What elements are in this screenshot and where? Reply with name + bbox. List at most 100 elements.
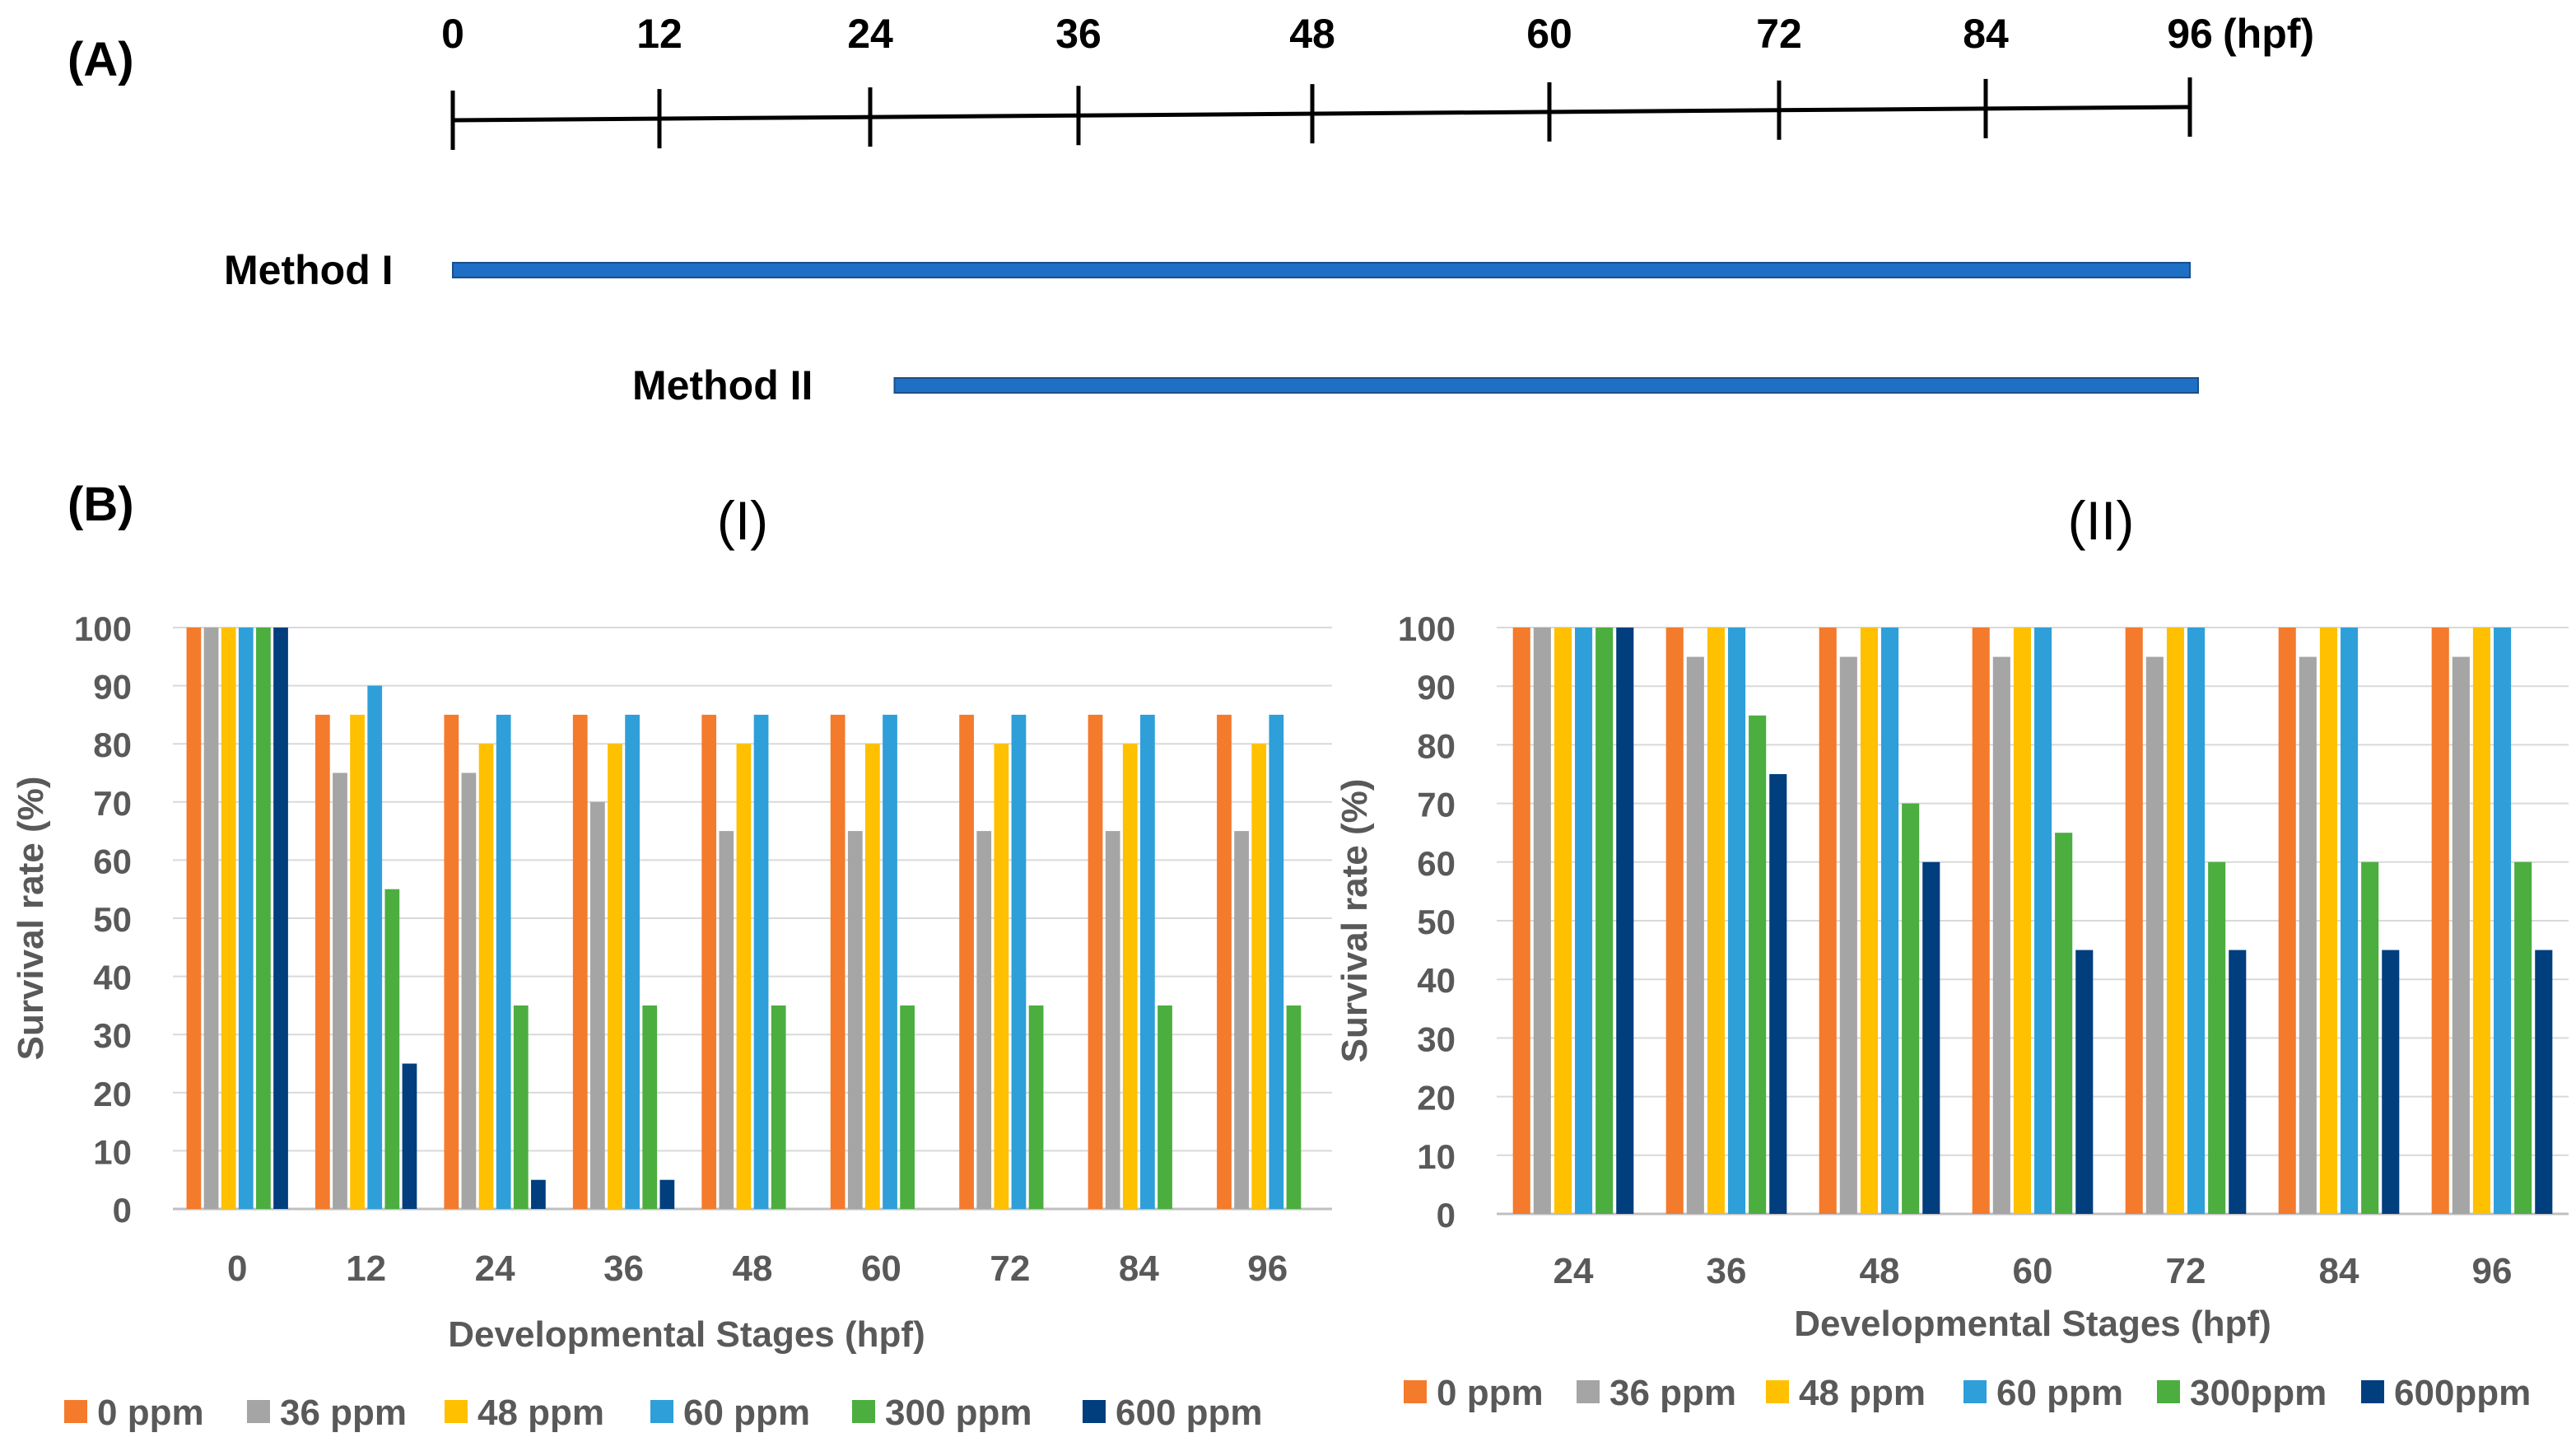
bar-0ppm: [1217, 714, 1232, 1209]
timeline-unit-label: (hpf): [2223, 11, 2314, 57]
bar-60ppm: [753, 714, 769, 1209]
bar-36ppm: [847, 831, 863, 1209]
bar-0ppm: [1972, 628, 1990, 1214]
y-tick-label: 90: [1417, 668, 1456, 707]
bar-48ppm: [350, 714, 365, 1209]
bar-36ppm: [2452, 656, 2470, 1214]
legend-swatch: [1963, 1380, 1987, 1403]
bar-48ppm: [478, 744, 494, 1209]
x-tick-label: 96: [2472, 1251, 2513, 1291]
x-axis-title: Developmental Stages (hpf): [448, 1314, 925, 1355]
chart-method-i: (I) 0 10 20 30 40 50 60 70 80 90 100 Survival rate (…: [11, 490, 1332, 1433]
bar-60ppm: [1011, 714, 1027, 1209]
y-tick-label: 50: [1417, 903, 1456, 941]
legend-label: 0 ppm: [1437, 1373, 1544, 1413]
bar-48ppm: [994, 744, 1009, 1209]
bar-60ppm: [1269, 714, 1284, 1209]
bar-300ppm: [1286, 1005, 1302, 1209]
bar-600ppm: [1616, 628, 1634, 1214]
bar-0ppm: [1819, 628, 1837, 1214]
bar-300ppm: [771, 1005, 786, 1209]
legend-swatch: [1404, 1380, 1427, 1403]
timeline-tick-label: 36: [1055, 11, 1102, 57]
bar-0ppm: [701, 714, 717, 1209]
bar-48ppm: [1707, 628, 1725, 1214]
x-axis-title: Developmental Stages (hpf): [1794, 1304, 2271, 1344]
bar-600ppm: [1769, 774, 1787, 1214]
x-tick-label: 48: [733, 1248, 773, 1289]
bar-48ppm: [221, 628, 236, 1209]
x-tick-label: 48: [1860, 1251, 1900, 1291]
x-tick-label: 60: [2013, 1251, 2053, 1291]
bar-36ppm: [1992, 656, 2010, 1214]
y-tick-label: 90: [93, 668, 132, 707]
bar-36ppm: [719, 831, 734, 1209]
y-tick-label: 60: [1417, 844, 1456, 883]
bar-48ppm: [2472, 628, 2490, 1214]
bar-0ppm: [830, 714, 845, 1209]
legend-swatch: [1766, 1380, 1789, 1403]
legend-label: 48 ppm: [1799, 1373, 1926, 1413]
y-tick-label: 80: [93, 726, 132, 764]
bar-48ppm: [736, 744, 752, 1209]
bar-300ppm: [642, 1005, 658, 1209]
bar-36ppm: [976, 831, 992, 1209]
y-tick-label: 10: [1417, 1137, 1456, 1176]
legend-swatch: [852, 1400, 875, 1423]
bar-0ppm: [1665, 628, 1684, 1214]
bar-0ppm: [314, 714, 330, 1209]
method-bar: [893, 377, 2199, 394]
bar-60ppm: [883, 714, 897, 1209]
bar-36ppm: [461, 772, 477, 1209]
bar-36ppm: [1105, 831, 1120, 1209]
bar-600ppm: [2382, 950, 2400, 1214]
bar-36ppm: [590, 801, 605, 1209]
bar-300ppm: [1902, 803, 1920, 1214]
timeline-tick-label: 96: [2167, 11, 2213, 57]
bar-48ppm: [608, 744, 622, 1209]
bar-60ppm: [1881, 628, 1899, 1214]
bar-60ppm: [238, 628, 254, 1209]
y-tick-label: 30: [1417, 1020, 1456, 1058]
bar-0ppm: [572, 714, 588, 1209]
y-tick-label: 50: [93, 900, 132, 939]
y-tick-label: 70: [93, 784, 132, 823]
timeline-tick-label: 24: [847, 11, 893, 57]
method-bar: [452, 262, 2191, 278]
bar-48ppm: [1251, 744, 1267, 1209]
legend-label: 0 ppm: [97, 1393, 204, 1433]
bar-300ppm: [1028, 1005, 1044, 1209]
legend-label: 300 ppm: [885, 1393, 1032, 1433]
bar-600ppm: [1922, 861, 1940, 1214]
y-tick-label: 40: [93, 959, 132, 997]
bar-0ppm: [2278, 628, 2296, 1214]
bar-60ppm: [1728, 628, 1746, 1214]
y-tick-label: 10: [93, 1132, 132, 1171]
bar-600ppm: [273, 628, 288, 1209]
x-tick-label: 36: [603, 1248, 644, 1289]
x-tick-label: 12: [346, 1248, 386, 1289]
bar-36ppm: [2299, 656, 2317, 1214]
timeline-tick-label: 60: [1526, 11, 1572, 57]
bar-600ppm: [402, 1063, 417, 1209]
bar-0ppm: [2431, 628, 2449, 1214]
chart-title: (II): [2068, 490, 2135, 551]
bar-300ppm: [256, 628, 271, 1209]
panel-b-label: (B): [68, 478, 134, 531]
bar-60ppm: [367, 685, 383, 1209]
x-tick-label: 72: [2166, 1251, 2206, 1291]
x-tick-label: 24: [1554, 1251, 1594, 1291]
panel-a-label: (A): [68, 33, 134, 86]
x-tick-label: 24: [475, 1248, 515, 1289]
y-tick-label: 0: [1437, 1196, 1456, 1234]
bar-60ppm: [496, 714, 511, 1209]
chart-method-ii: (II) 0 10 20 30 40 50 60 70 80 90 100 Survival rate …: [1335, 490, 2569, 1413]
bar-600ppm: [659, 1179, 675, 1209]
y-tick-label: 70: [1417, 786, 1456, 824]
legend-swatch: [247, 1400, 270, 1423]
bar-36ppm: [1839, 656, 1857, 1214]
legend-label: 60 ppm: [1996, 1373, 2123, 1413]
bar-48ppm: [2319, 628, 2337, 1214]
bar-60ppm: [1140, 714, 1155, 1209]
bar-300ppm: [513, 1005, 529, 1209]
